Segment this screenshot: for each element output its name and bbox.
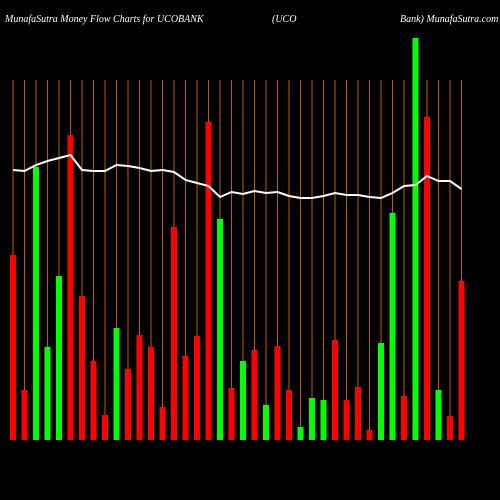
bar xyxy=(159,407,166,440)
bar xyxy=(412,38,419,440)
bar xyxy=(217,219,223,440)
bar xyxy=(148,347,154,440)
bar xyxy=(21,390,28,440)
money-flow-line xyxy=(12,153,463,200)
bar xyxy=(309,398,315,440)
bar xyxy=(125,369,131,440)
bar xyxy=(228,388,235,440)
bar xyxy=(343,400,350,440)
bar xyxy=(389,213,396,440)
chart-title: MunafaSutra Money Flow Charts for UCOBAN… xyxy=(4,14,205,25)
bar xyxy=(401,396,407,440)
bar xyxy=(378,343,384,440)
chart-title: Bank) MunafaSutra.com xyxy=(400,14,498,25)
bar xyxy=(113,328,120,440)
chart-title: (UCO xyxy=(272,14,296,25)
bar xyxy=(240,361,246,440)
bar xyxy=(44,347,51,440)
bar xyxy=(320,400,327,440)
bar xyxy=(102,415,108,440)
bar xyxy=(366,430,373,440)
bar xyxy=(435,390,442,440)
bar xyxy=(274,346,281,440)
bar xyxy=(332,340,338,440)
bar xyxy=(182,356,189,440)
bar xyxy=(424,117,430,440)
bar xyxy=(251,350,258,440)
bar xyxy=(286,390,292,440)
bar xyxy=(56,276,62,440)
bar xyxy=(79,296,85,440)
bar xyxy=(297,427,304,440)
bar xyxy=(10,255,16,440)
bar xyxy=(90,361,97,440)
bar xyxy=(263,405,269,440)
bar xyxy=(171,227,177,440)
bar xyxy=(355,387,361,440)
bar xyxy=(33,167,39,440)
bar xyxy=(194,336,200,440)
bar xyxy=(458,281,465,440)
bar xyxy=(205,122,212,440)
bar xyxy=(136,335,143,440)
bar xyxy=(447,416,453,440)
bar xyxy=(67,135,74,440)
